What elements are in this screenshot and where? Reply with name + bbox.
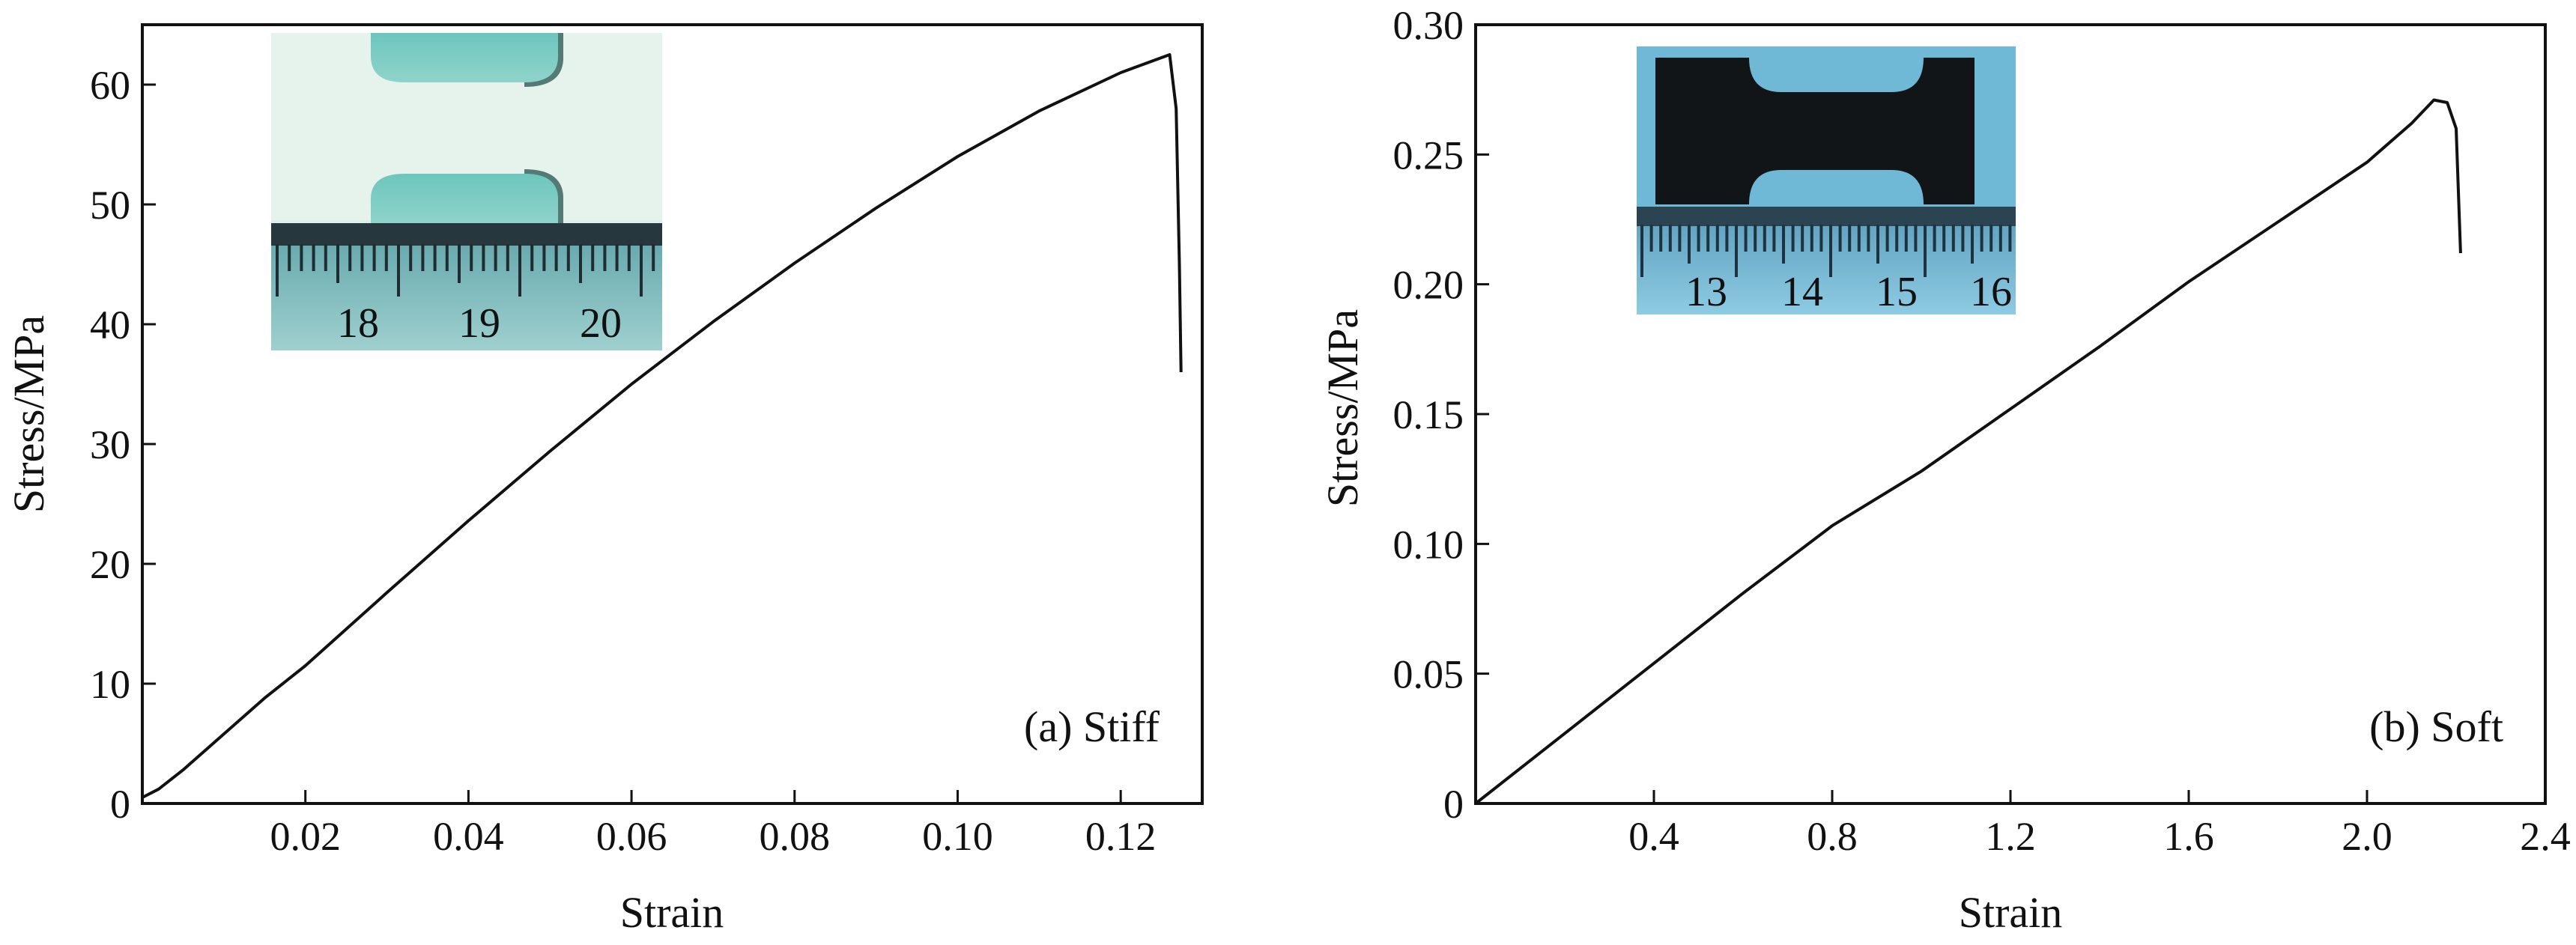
grip-bottom-a	[371, 174, 558, 225]
ruler-ticks-b	[1640, 225, 2012, 277]
y-tick-label-a-3: 30	[90, 422, 130, 467]
y-tick-label-a-1: 10	[90, 662, 130, 707]
panel-a: 18 19 20 0.02 0.04 0.06 0.08 0.10 0.12 0 10 20 30…	[4, 23, 1204, 937]
y-tick-label-a-4: 40	[90, 303, 130, 347]
x-tick-label-a-5: 0.12	[1085, 814, 1157, 859]
y-tick-label-b-1: 0.05	[1393, 652, 1464, 697]
ruler-label-20: 20	[580, 300, 622, 347]
y-tick-label-a-6: 60	[90, 63, 130, 108]
x-tick-label-a-1: 0.04	[433, 814, 504, 859]
ruler-label-19: 19	[458, 300, 500, 347]
x-tick-label-b-1: 0.8	[1807, 814, 1858, 859]
x-tick-label-b-3: 1.6	[2163, 814, 2214, 859]
x-tick-label-a-3: 0.08	[760, 814, 831, 859]
ruler-label-15: 15	[1876, 269, 1918, 315]
x-tick-label-a-4: 0.10	[922, 814, 993, 859]
panel-label-a: (a) Stiff	[1024, 702, 1160, 751]
axis-ticks-b: 0.4 0.8 1.2 1.6 2.0 2.4 0 0.05 0.10 0.15 0.20 0.25 0…	[1393, 3, 2571, 859]
y-tick-label-b-0: 0	[1443, 782, 1464, 827]
stress-strain-curve-soft	[1474, 98, 2462, 805]
x-axis-title-a: Strain	[620, 888, 724, 937]
stress-strain-curve-stiff	[142, 53, 1183, 799]
x-tick-label-a-0: 0.02	[270, 814, 341, 859]
panel-b: 13 14 15 16 0.4 0.8 1.2 1.6 2.0 2.400.050.100…	[1318, 3, 2571, 937]
x-tick-label-b-4: 2.0	[2342, 814, 2392, 859]
y-tick-label-b-4: 0.20	[1393, 263, 1464, 308]
inset-photo-a: 18 19 20	[271, 33, 662, 350]
y-tick-label-b-6: 0.30	[1393, 3, 1464, 48]
inset-photo-b: 13 14 15 16	[1637, 46, 2016, 315]
axis-ticks-a: 0.02 0.04 0.06 0.08 0.10 0.12 0 10 20 30 40 50 60	[90, 63, 1156, 859]
y-tick-label-a-5: 50	[90, 183, 130, 228]
ruler-label-14: 14	[1781, 269, 1823, 315]
y-tick-label-b-3: 0.15	[1393, 392, 1464, 437]
y-tick-label-a-2: 20	[90, 542, 130, 587]
grip-top-a	[371, 33, 558, 82]
x-tick-label-b-0: 0.4	[1628, 814, 1679, 859]
ruler-label-18: 18	[337, 300, 379, 347]
ruler-label-16: 16	[1970, 269, 2012, 315]
x-tick-label-b-2: 1.2	[1985, 814, 2036, 859]
ruler-ticks-a	[276, 244, 655, 297]
x-axis-title-b: Strain	[1959, 888, 2063, 937]
y-axis-title-b: Stress/MPa	[1318, 309, 1367, 507]
y-axis-title-a: Stress/MPa	[4, 315, 53, 513]
y-tick-label-b-2: 0.10	[1393, 522, 1464, 567]
ruler-label-13: 13	[1685, 269, 1727, 315]
x-tick-label-b-5: 2.4	[2520, 814, 2571, 859]
y-tick-label-b-5: 0.25	[1393, 133, 1464, 177]
y-tick-label-a-0: 0	[110, 782, 130, 827]
x-tick-label-a-2: 0.06	[596, 814, 667, 859]
panel-label-b: (b) Soft	[2369, 702, 2503, 751]
specimen-b	[1655, 58, 1975, 204]
